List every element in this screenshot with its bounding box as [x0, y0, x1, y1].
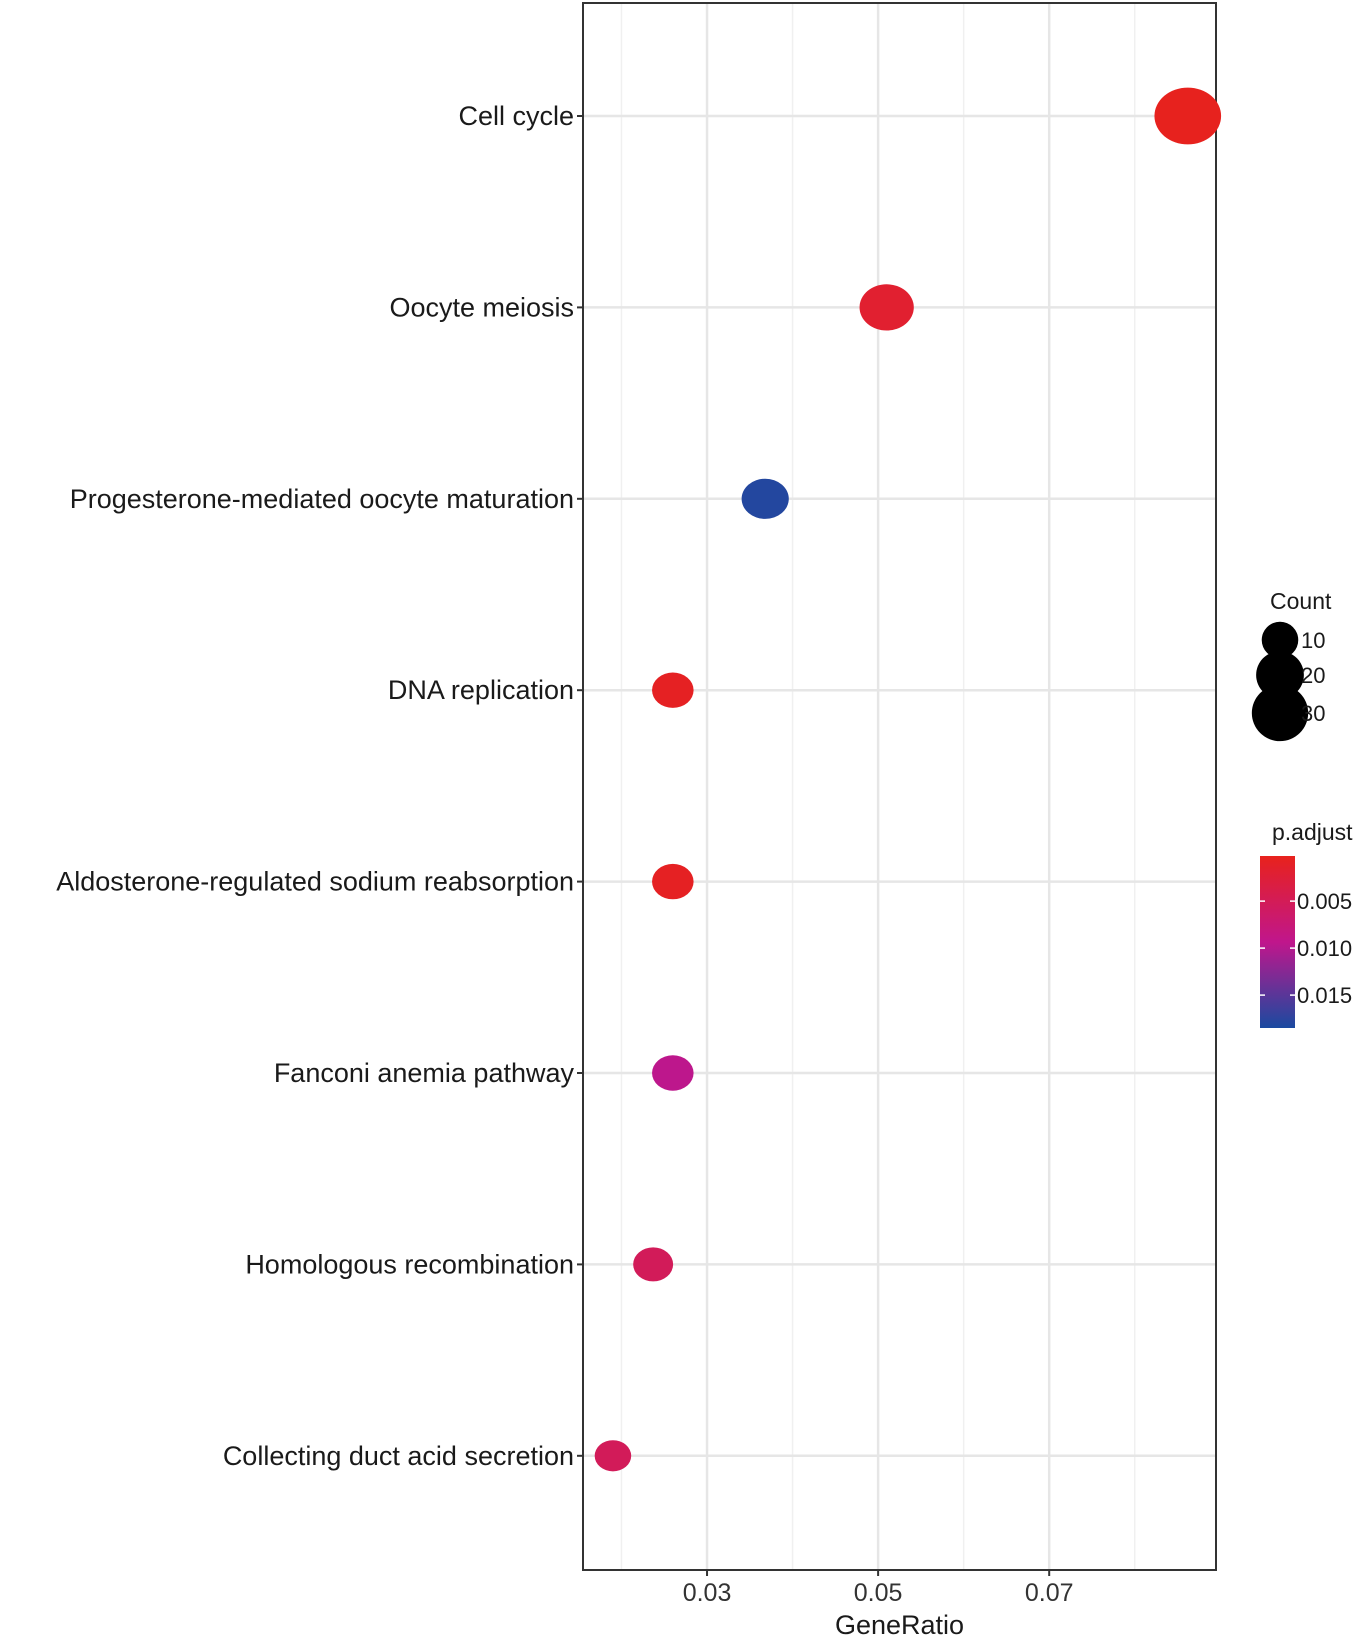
panel-background	[583, 3, 1216, 1570]
count-legend-label: 10	[1301, 628, 1325, 653]
data-point	[652, 673, 694, 708]
data-point	[742, 479, 789, 519]
count-legend: Count 10 20 30	[1252, 588, 1332, 741]
p-adjust-legend: p.adjust 0.005 0.010 0.015	[1260, 819, 1353, 1028]
x-tick-label: 0.05	[854, 1579, 903, 1607]
p-adjust-colorbar	[1260, 856, 1295, 1028]
p-adjust-legend-title: p.adjust	[1272, 819, 1353, 845]
y-tick-label: Oocyte meiosis	[389, 292, 574, 322]
data-point	[595, 1440, 632, 1471]
count-legend-key	[1252, 685, 1308, 741]
count-legend-title: Count	[1270, 588, 1332, 614]
x-axis-title: GeneRatio	[835, 1610, 964, 1640]
y-tick-label: Progesterone-mediated oocyte maturation	[70, 484, 574, 514]
data-point	[652, 1055, 694, 1090]
plot-panel	[583, 3, 1216, 1570]
dot-plot-chart: Cell cycle Oocyte meiosis Progesterone-med…	[0, 0, 1368, 1640]
p-adjust-legend-label: 0.005	[1297, 889, 1352, 914]
p-adjust-legend-label: 0.010	[1297, 936, 1352, 961]
count-legend-label: 30	[1301, 701, 1325, 726]
count-legend-label: 20	[1301, 663, 1325, 688]
y-tick-label: Homologous recombination	[245, 1249, 574, 1279]
x-tick-label: 0.03	[683, 1579, 732, 1607]
data-point	[860, 284, 914, 330]
y-tick-label: DNA replication	[388, 675, 574, 705]
y-tick-label: Cell cycle	[458, 101, 574, 131]
data-point	[633, 1247, 673, 1281]
data-point	[1154, 88, 1221, 145]
y-axis-labels: Cell cycle Oocyte meiosis Progesterone-med…	[56, 101, 583, 1471]
data-point	[652, 864, 694, 899]
y-tick-label: Aldosterone-regulated sodium reabsorptio…	[56, 867, 574, 897]
x-tick-label: 0.07	[1025, 1579, 1074, 1607]
p-adjust-legend-label: 0.015	[1297, 983, 1352, 1008]
x-axis: 0.03 0.05 0.07 GeneRatio	[683, 1570, 1074, 1640]
y-tick-label: Fanconi anemia pathway	[274, 1058, 575, 1088]
y-tick-label: Collecting duct acid secretion	[223, 1441, 574, 1471]
